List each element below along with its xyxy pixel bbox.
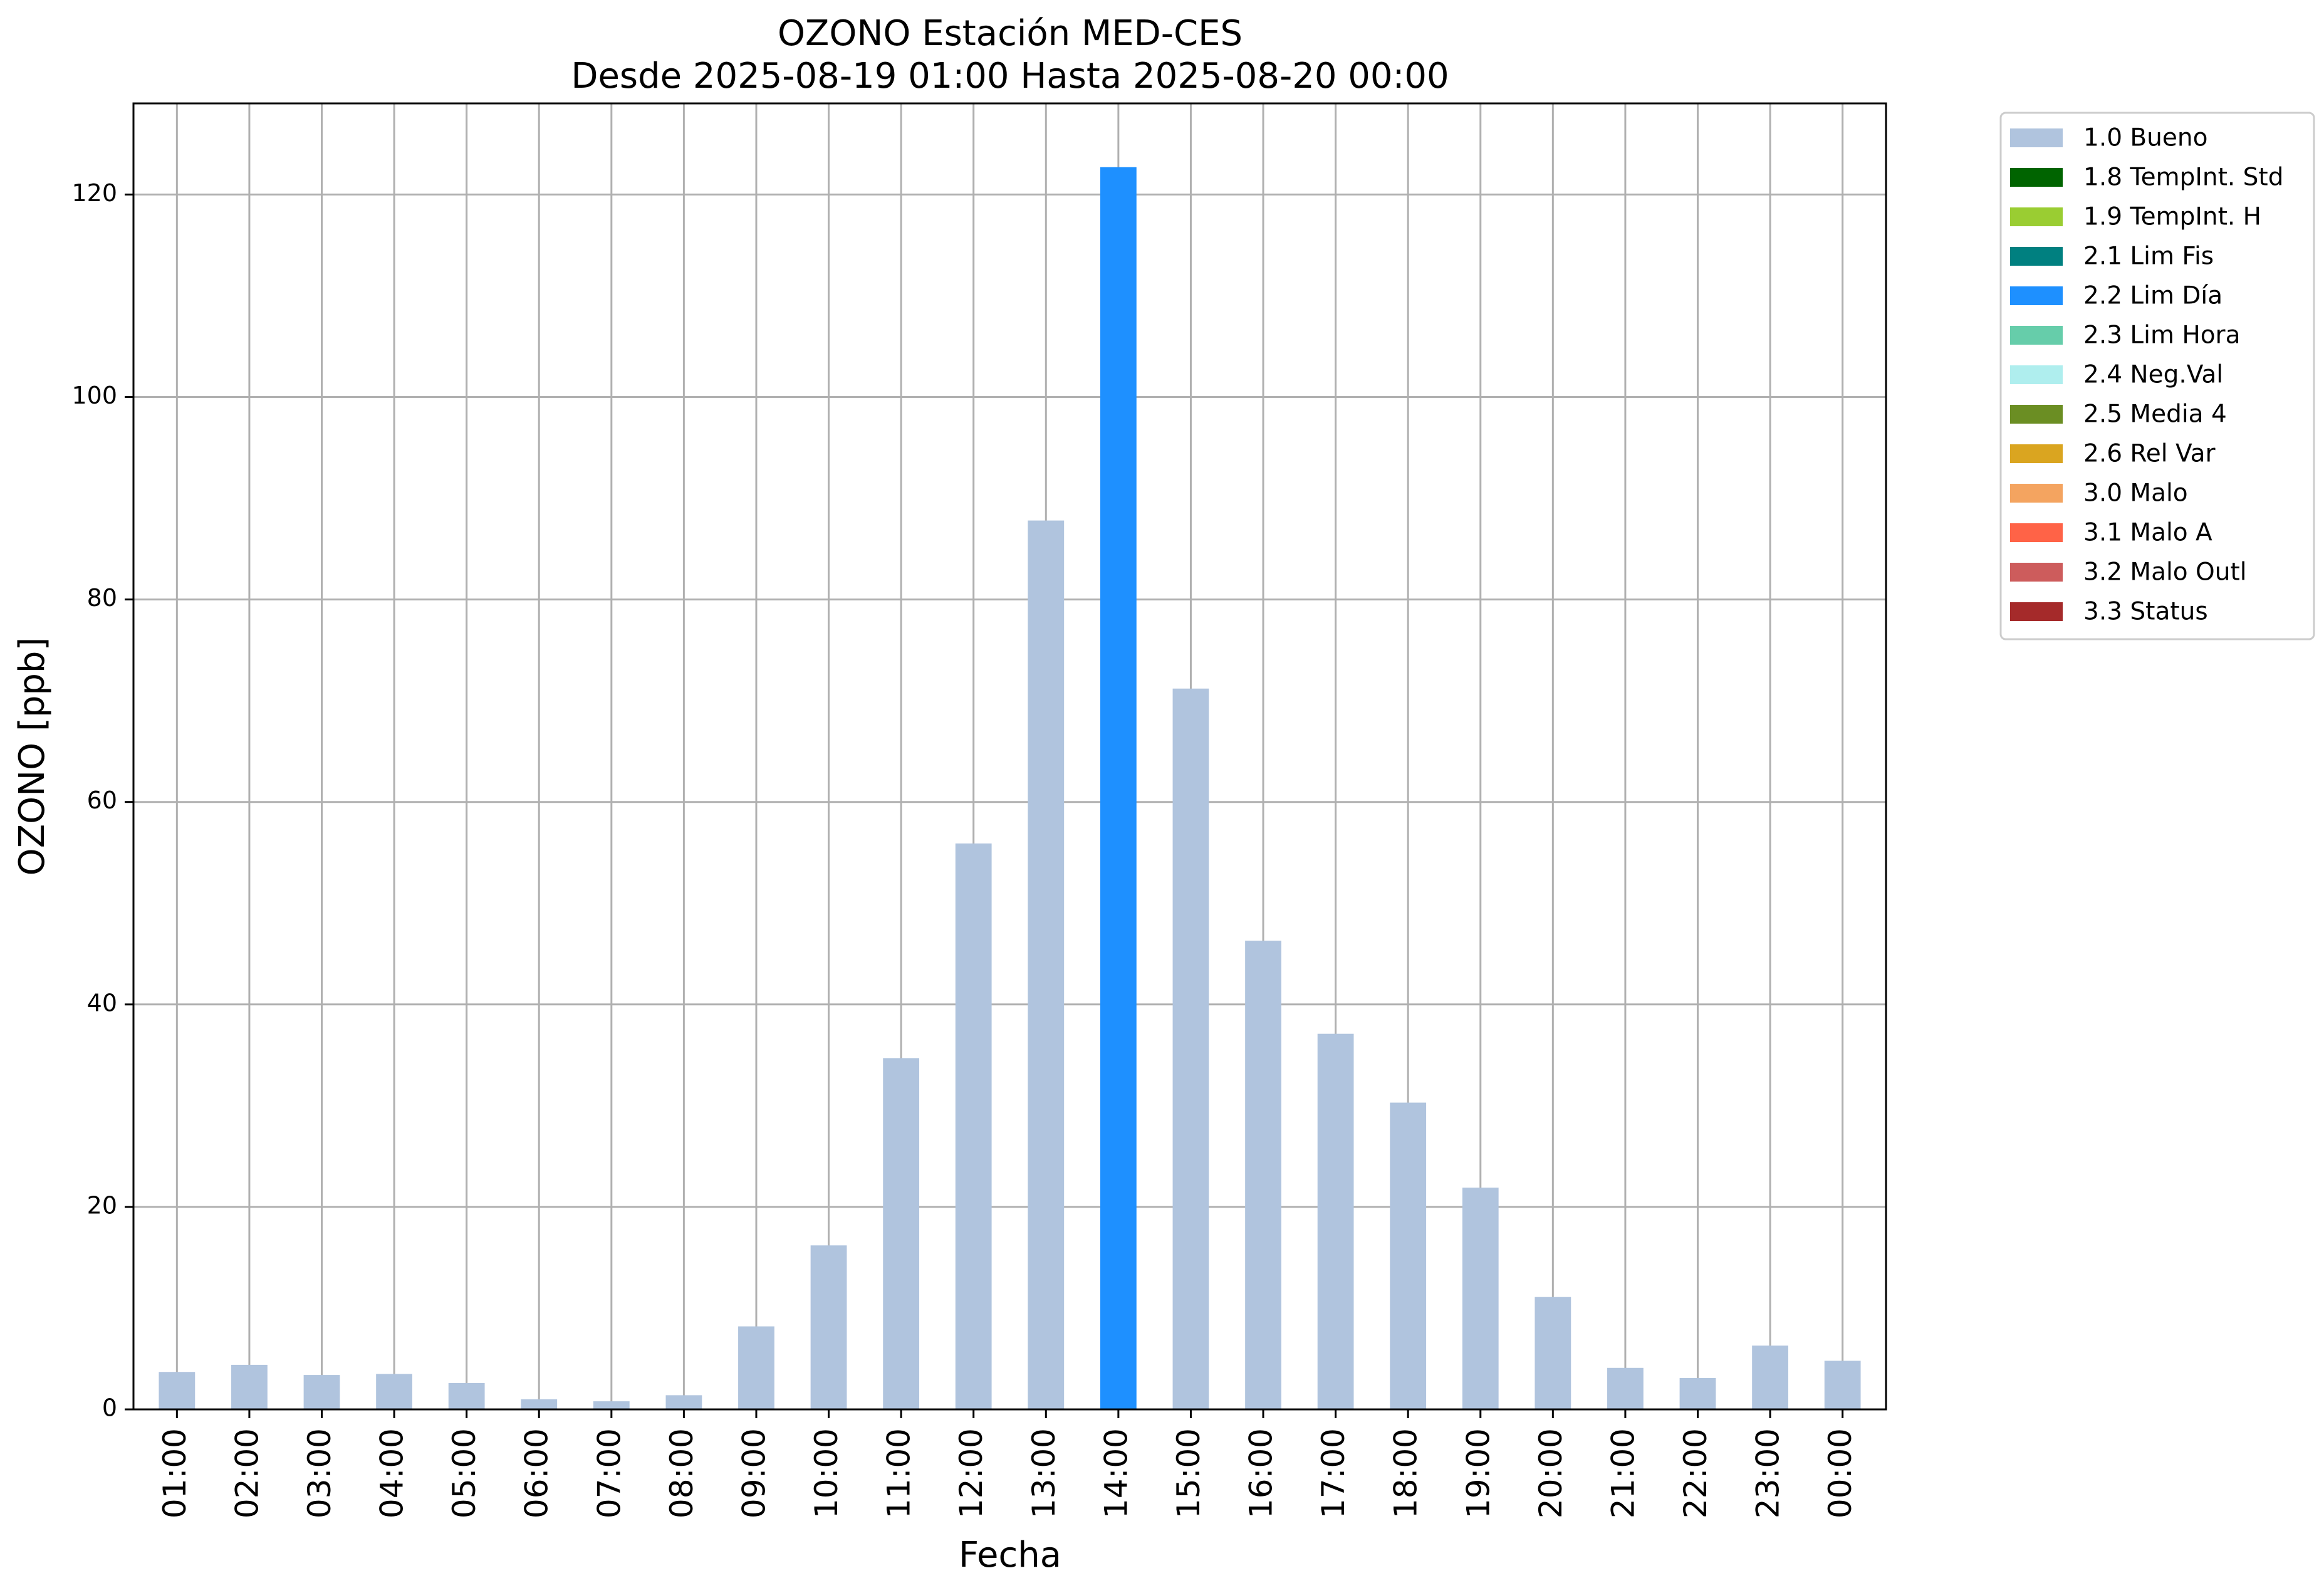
legend-label: 2.6 Rel Var — [2083, 440, 2216, 468]
x-tick-label: 21:00 — [1605, 1428, 1641, 1518]
legend-swatch — [2010, 405, 2063, 424]
x-tick-label: 01:00 — [157, 1428, 193, 1518]
x-tick-label: 15:00 — [1170, 1428, 1207, 1518]
legend-swatch — [2010, 247, 2063, 266]
bar — [955, 843, 992, 1409]
bar — [1824, 1361, 1861, 1409]
bar — [231, 1364, 268, 1409]
x-tick-label: 14:00 — [1098, 1428, 1134, 1518]
y-tick-label: 80 — [87, 584, 117, 612]
legend-swatch — [2010, 128, 2063, 147]
x-tick-label: 00:00 — [1822, 1428, 1858, 1518]
legend-label: 3.2 Malo Outl — [2083, 558, 2247, 587]
bar — [1172, 688, 1209, 1409]
x-tick-label: 19:00 — [1460, 1428, 1496, 1518]
grid-lines — [133, 103, 1886, 1411]
bar — [448, 1382, 485, 1409]
legend-label: 2.4 Neg.Val — [2083, 361, 2223, 389]
y-tick-label: 0 — [102, 1394, 117, 1422]
x-tick-label: 11:00 — [881, 1428, 917, 1518]
legend-swatch — [2010, 168, 2063, 187]
bar — [738, 1326, 774, 1409]
y-tick-label: 100 — [71, 382, 117, 409]
bar — [1535, 1297, 1571, 1409]
x-tick-label: 18:00 — [1388, 1428, 1424, 1518]
x-tick-label: 16:00 — [1243, 1428, 1279, 1518]
chart-title-line2: Desde 2025-08-19 01:00 Hasta 2025-08-20 … — [571, 56, 1449, 97]
y-tick-label: 60 — [87, 786, 117, 814]
bar — [1100, 167, 1137, 1409]
bar — [521, 1399, 558, 1409]
legend-swatch — [2010, 563, 2063, 582]
bar — [159, 1372, 195, 1409]
bar — [1028, 520, 1065, 1409]
x-tick-label: 09:00 — [736, 1428, 772, 1518]
legend-label: 1.8 TempInt. Std — [2083, 164, 2283, 192]
legend-label: 1.0 Bueno — [2083, 124, 2207, 152]
x-axis-label: Fecha — [959, 1535, 1061, 1575]
bar — [1245, 941, 1281, 1409]
y-tick-label: 20 — [87, 1191, 117, 1219]
plot-area-frame — [132, 102, 1887, 1411]
legend-label: 3.1 Malo A — [2083, 519, 2212, 547]
bar — [1317, 1033, 1354, 1409]
x-tick-label: 06:00 — [519, 1428, 555, 1518]
x-tick-label: 08:00 — [664, 1428, 700, 1518]
x-tick-label: 22:00 — [1677, 1428, 1714, 1518]
x-tick-label: 12:00 — [953, 1428, 989, 1518]
bar — [883, 1058, 920, 1409]
legend-swatch — [2010, 602, 2063, 621]
bar — [665, 1395, 702, 1409]
x-tick-label: 17:00 — [1315, 1428, 1352, 1518]
legend-swatch — [2010, 286, 2063, 305]
x-tick-label: 07:00 — [591, 1428, 627, 1518]
x-tick-label: 10:00 — [808, 1428, 845, 1518]
legend-label: 3.0 Malo — [2083, 479, 2188, 508]
legend-label: 2.5 Media 4 — [2083, 400, 2227, 429]
bar — [810, 1245, 847, 1409]
chart-title-line1: OZONO Estación MED-CES — [778, 13, 1243, 54]
bar — [303, 1375, 340, 1409]
legend-swatch — [2010, 523, 2063, 542]
legend-label: 1.9 TempInt. H — [2083, 203, 2261, 231]
legend-label: 3.3 Status — [2083, 598, 2208, 626]
bar — [593, 1401, 630, 1409]
x-tick-label: 04:00 — [374, 1428, 410, 1518]
bar — [1679, 1377, 1716, 1409]
x-axis-ticks: 01:00 02:00 03:00 04:00 05:00 06:00 07:00 08:00… — [157, 1409, 1858, 1518]
bar — [1752, 1345, 1788, 1409]
y-tick-label: 40 — [87, 989, 117, 1016]
x-tick-label: 13:00 — [1026, 1428, 1062, 1518]
legend: 1.0 Bueno 1.8 TempInt. Std 1.9 TempInt. H 2… — [1999, 112, 2315, 640]
x-tick-label: 23:00 — [1750, 1428, 1786, 1518]
bar — [1390, 1102, 1427, 1409]
x-tick-label: 02:00 — [229, 1428, 265, 1518]
bar — [376, 1374, 412, 1409]
bar — [1607, 1367, 1644, 1409]
x-tick-label: 05:00 — [446, 1428, 482, 1518]
x-tick-label: 03:00 — [301, 1428, 338, 1518]
y-axis-label: OZONO [ppb] — [12, 637, 53, 876]
legend-swatch — [2010, 207, 2063, 226]
legend-swatch — [2010, 444, 2063, 463]
legend-swatch — [2010, 484, 2063, 503]
x-tick-label: 20:00 — [1533, 1428, 1569, 1518]
bars — [159, 167, 1861, 1409]
legend-frame — [1999, 112, 2315, 640]
bar — [1462, 1188, 1499, 1409]
legend-label: 2.3 Lim Hora — [2083, 321, 2241, 350]
legend-swatch — [2010, 365, 2063, 384]
y-tick-label: 120 — [71, 179, 117, 207]
legend-label: 2.1 Lim Fis — [2083, 243, 2214, 271]
y-axis-ticks: 0 20 40 60 80 100 120 — [71, 179, 133, 1422]
legend-label: 2.2 Lim Día — [2083, 282, 2222, 310]
legend-swatch — [2010, 326, 2063, 345]
